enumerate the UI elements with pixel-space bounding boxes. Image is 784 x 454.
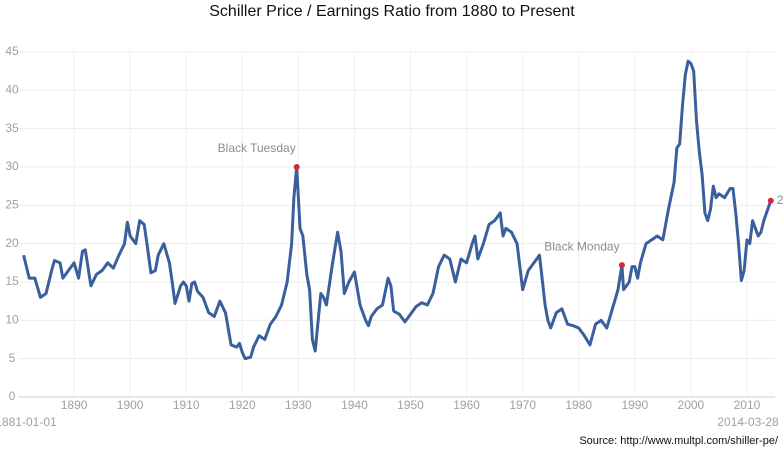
source-note: Source: http://www.multpl.com/shiller-pe… — [579, 435, 779, 447]
y-tick-label: 35 — [5, 121, 19, 135]
chart-title: Schiller Price / Earnings Ratio from 188… — [209, 3, 575, 20]
x-tick-label: 1940 — [341, 398, 368, 412]
y-tick-label: 40 — [5, 83, 19, 97]
x-tick-label: 1990 — [621, 398, 648, 412]
x-tick-label: 1910 — [173, 398, 200, 412]
annotation-label: 25.60 — [777, 193, 784, 207]
highlight-point — [293, 164, 300, 170]
start-date-label: 1881-01-01 — [0, 415, 57, 429]
annotation-label: Black Monday — [544, 239, 619, 253]
x-tick-label: 1960 — [453, 398, 480, 412]
y-tick-label: 15 — [5, 274, 19, 288]
y-tick-label: 20 — [5, 236, 19, 250]
y-tick-label: 25 — [5, 198, 19, 212]
end-date-label: 2014-03-28 — [717, 415, 779, 429]
y-tick-label: 45 — [5, 44, 19, 58]
pe-line — [22, 59, 773, 361]
x-tick-label: 1930 — [285, 398, 312, 412]
x-tick-label: 1890 — [61, 398, 88, 412]
x-tick-label: 1950 — [397, 398, 424, 412]
x-tick-label: 2000 — [678, 398, 705, 412]
x-tick-label: 1900 — [117, 398, 144, 412]
x-tick-label: 1980 — [565, 398, 592, 412]
highlight-point — [618, 262, 625, 269]
y-tick-label: 30 — [5, 159, 19, 173]
y-tick-label: 0 — [9, 389, 16, 403]
y-tick-label: 10 — [5, 313, 19, 327]
x-tick-label: 1920 — [229, 398, 256, 412]
x-tick-label: 2010 — [734, 398, 761, 412]
annotation-label: Black Tuesday — [218, 141, 296, 155]
x-tick-label: 1970 — [509, 398, 536, 412]
highlight-point — [767, 197, 774, 204]
y-tick-label: 5 — [9, 351, 16, 365]
